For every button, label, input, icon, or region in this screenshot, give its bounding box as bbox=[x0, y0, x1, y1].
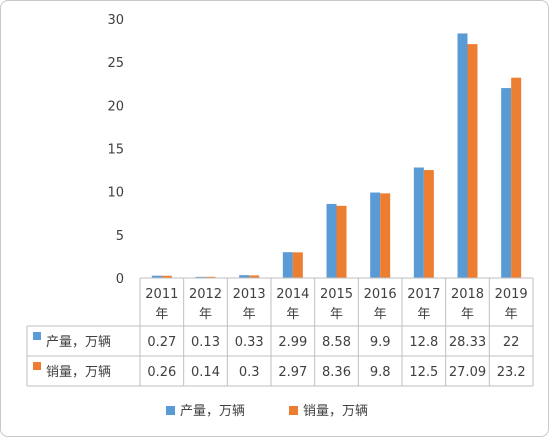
table-value-sales-5: 9.8 bbox=[370, 365, 391, 380]
legend-label-sales: 销量，万辆 bbox=[303, 404, 368, 419]
table-series-name-production: 产量，万辆 bbox=[46, 335, 111, 350]
table-value-production-0: 0.27 bbox=[147, 335, 176, 350]
table-value-production-6: 12.8 bbox=[409, 335, 438, 350]
table-value-sales-8: 23.2 bbox=[497, 365, 526, 380]
bar-sales-4 bbox=[336, 205, 347, 278]
table-value-sales-4: 8.36 bbox=[322, 365, 351, 380]
bar-sales-2 bbox=[249, 275, 260, 278]
x-tick-label-suffix-8: 年 bbox=[505, 307, 518, 322]
table-value-sales-2: 0.3 bbox=[239, 365, 260, 380]
legend-label-production: 产量，万辆 bbox=[180, 404, 245, 419]
table-value-production-4: 8.58 bbox=[322, 335, 351, 350]
y-tick-label-6: 30 bbox=[107, 13, 124, 28]
x-tick-label-8: 2019 bbox=[495, 287, 528, 302]
x-tick-label-3: 2014 bbox=[276, 287, 309, 302]
x-tick-label-suffix-6: 年 bbox=[417, 307, 430, 322]
x-tick-label-suffix-1: 年 bbox=[199, 307, 212, 322]
x-tick-label-4: 2015 bbox=[320, 287, 353, 302]
bar-sales-7 bbox=[467, 44, 478, 278]
y-tick-label-2: 10 bbox=[107, 186, 124, 201]
table-key-sales bbox=[33, 362, 41, 370]
bar-sales-1 bbox=[205, 276, 216, 278]
legend-key-sales bbox=[289, 406, 298, 415]
x-tick-label-6: 2017 bbox=[407, 287, 440, 302]
bar-production-6 bbox=[413, 167, 424, 278]
table-value-sales-7: 27.09 bbox=[449, 365, 486, 380]
x-tick-label-2: 2013 bbox=[233, 287, 266, 302]
x-tick-label-suffix-2: 年 bbox=[243, 307, 256, 322]
bar-production-7 bbox=[457, 33, 468, 279]
x-tick-label-7: 2018 bbox=[451, 287, 484, 302]
y-tick-label-4: 20 bbox=[107, 99, 124, 114]
table-value-production-7: 28.33 bbox=[449, 335, 486, 350]
table-value-production-1: 0.13 bbox=[191, 335, 220, 350]
legend-key-production bbox=[166, 406, 175, 415]
x-tick-label-suffix-3: 年 bbox=[286, 307, 299, 322]
table-value-sales-3: 2.97 bbox=[278, 365, 307, 380]
bar-production-1 bbox=[195, 276, 206, 278]
bar-production-3 bbox=[282, 252, 293, 278]
y-tick-label-5: 25 bbox=[107, 56, 124, 71]
x-tick-label-5: 2016 bbox=[364, 287, 397, 302]
x-tick-label-0: 2011 bbox=[145, 287, 178, 302]
x-tick-label-suffix-0: 年 bbox=[155, 307, 168, 322]
table-value-sales-1: 0.14 bbox=[191, 365, 220, 380]
y-tick-label-0: 0 bbox=[116, 272, 124, 287]
bar-sales-8 bbox=[511, 77, 522, 278]
y-tick-label-1: 5 bbox=[116, 229, 124, 244]
table-key-production bbox=[33, 332, 41, 340]
table-value-production-5: 9.9 bbox=[370, 335, 391, 350]
table-value-production-2: 0.33 bbox=[235, 335, 264, 350]
x-tick-label-suffix-5: 年 bbox=[374, 307, 387, 322]
bar-sales-6 bbox=[423, 170, 434, 278]
table-series-name-sales: 销量，万辆 bbox=[46, 365, 111, 380]
bar-production-5 bbox=[370, 192, 381, 278]
bar-sales-3 bbox=[292, 252, 303, 278]
bar-production-4 bbox=[326, 203, 337, 278]
bar-sales-5 bbox=[380, 193, 391, 278]
bar-production-0 bbox=[151, 275, 162, 278]
bar-production-8 bbox=[501, 88, 512, 278]
table-value-sales-0: 0.26 bbox=[147, 365, 176, 380]
x-tick-label-suffix-4: 年 bbox=[330, 307, 343, 322]
x-tick-label-suffix-7: 年 bbox=[461, 307, 474, 322]
table-value-production-3: 2.99 bbox=[278, 335, 307, 350]
table-value-sales-6: 12.5 bbox=[409, 365, 438, 380]
x-tick-label-1: 2012 bbox=[189, 287, 222, 302]
table-value-production-8: 22 bbox=[503, 335, 520, 350]
bar-sales-0 bbox=[161, 275, 172, 278]
y-tick-label-3: 15 bbox=[107, 143, 124, 158]
bar-production-2 bbox=[239, 275, 250, 278]
